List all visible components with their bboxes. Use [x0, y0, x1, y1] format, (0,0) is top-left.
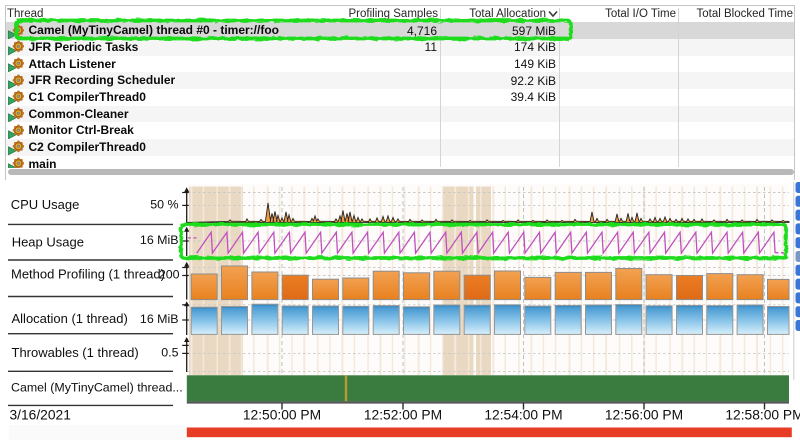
svg-text:200: 200 [159, 267, 180, 281]
svg-text:12:50:00 PM: 12:50:00 PM [243, 408, 321, 423]
svg-text:Method Profiling (1 thread): Method Profiling (1 thread) [11, 267, 165, 282]
svg-text:Camel (MyTinyCamel) thread...: Camel (MyTinyCamel) thread... [11, 380, 183, 394]
svg-text:12:56:00 PM: 12:56:00 PM [605, 408, 683, 423]
svg-text:Allocation (1 thread): Allocation (1 thread) [12, 311, 128, 326]
svg-text:0.5: 0.5 [161, 345, 178, 359]
svg-text:50 %: 50 % [150, 197, 178, 211]
svg-text:Heap Usage: Heap Usage [12, 234, 84, 249]
svg-text:16 MiB: 16 MiB [140, 233, 179, 247]
svg-text:3/16/2021: 3/16/2021 [10, 408, 71, 423]
svg-text:CPU Usage: CPU Usage [11, 197, 80, 212]
svg-text:12:58:00 PM: 12:58:00 PM [725, 408, 800, 423]
svg-text:12:52:00 PM: 12:52:00 PM [364, 408, 442, 423]
svg-text:16 MiB: 16 MiB [140, 312, 179, 326]
svg-text:12:54:00 PM: 12:54:00 PM [484, 408, 562, 423]
svg-text:Throwables (1 thread): Throwables (1 thread) [12, 345, 139, 360]
